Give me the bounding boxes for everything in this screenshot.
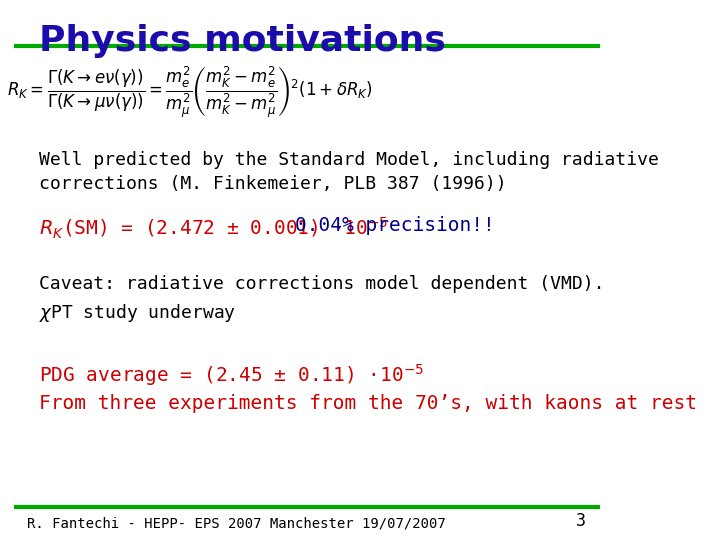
Text: $R_K$(SM) = (2.472 ± 0.001) ·10$^{-5}$: $R_K$(SM) = (2.472 ± 0.001) ·10$^{-5}$: [39, 216, 388, 241]
Text: $\chi$PT study underway: $\chi$PT study underway: [39, 302, 236, 325]
Text: Well predicted by the Standard Model, including radiative
corrections (M. Finkem: Well predicted by the Standard Model, in…: [39, 151, 659, 193]
Text: $R_K = \dfrac{\Gamma(K \to e\nu(\gamma))}{\Gamma(K \to \mu\nu(\gamma))} = \dfrac: $R_K = \dfrac{\Gamma(K \to e\nu(\gamma))…: [7, 64, 373, 119]
Text: Caveat: radiative corrections model dependent (VMD).: Caveat: radiative corrections model depe…: [39, 275, 604, 293]
Text: From three experiments from the 70’s, with kaons at rest: From three experiments from the 70’s, wi…: [39, 394, 697, 413]
Text: 3: 3: [576, 512, 586, 530]
Text: PDG average = (2.45 ± 0.11) ·10$^{-5}$: PDG average = (2.45 ± 0.11) ·10$^{-5}$: [39, 362, 424, 388]
Text: Physics motivations: Physics motivations: [39, 24, 446, 58]
Text: 0.04% precision!!: 0.04% precision!!: [295, 216, 495, 235]
Text: R. Fantechi - HEPP- EPS 2007 Manchester 19/07/2007: R. Fantechi - HEPP- EPS 2007 Manchester …: [27, 516, 446, 530]
